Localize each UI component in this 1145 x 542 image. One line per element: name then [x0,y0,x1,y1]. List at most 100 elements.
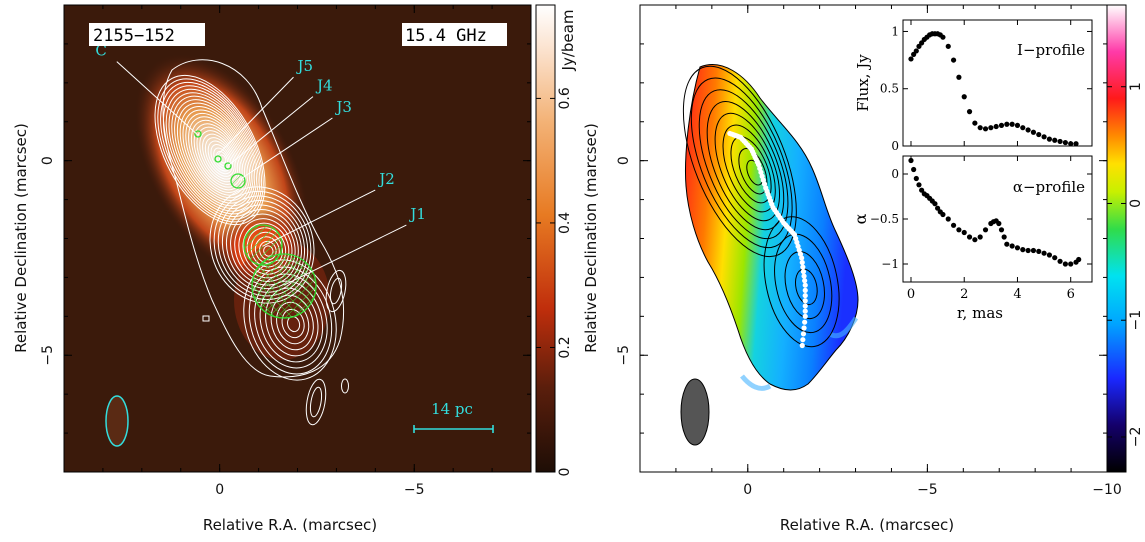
leader-C [116,61,199,136]
contour-line [204,137,235,177]
inset-point [998,122,1005,128]
colorbar-a [535,4,556,473]
panel-a-xlabel: Relative R.A. (marcsec) [203,516,377,534]
inset-point [993,123,999,130]
colorbar-tick-label: −1 [1128,310,1144,331]
inset-point [982,227,989,233]
inset-point [1001,234,1007,240]
inset-point [911,166,917,173]
inset-point [988,125,994,131]
contour-line [218,154,227,164]
colorbar-tick-label: 0.6 [557,87,573,109]
inset-point [945,216,951,222]
inset-point [1030,129,1037,135]
leader-J1 [283,224,407,286]
spectral-index-map [685,64,859,391]
component-c-marker [194,130,202,138]
inset-point [956,227,962,233]
inset-point [950,57,957,63]
component-label-J4: J4 [315,77,333,95]
colorbar-tick-label: −2 [1128,427,1144,448]
inset-point [1046,252,1053,258]
ridge-point [801,273,807,279]
inset-i-profile: I−profile Flux, Jy 0 0.5 1 [854,19,1093,153]
colorbar-tick-label: 1 [1128,82,1144,91]
inset-point [1057,138,1063,145]
inset-point [1041,134,1047,140]
scale-bar [413,425,494,433]
panel-b-xtick-label: −5 [917,482,938,498]
contour-line [210,144,232,172]
inset-point [1052,137,1058,143]
contour-line [162,85,261,218]
contour-line [682,65,797,258]
inset-point [1073,141,1079,147]
ridge-point [802,282,808,288]
component-label-J2: J2 [377,170,395,188]
leader-J2 [262,189,376,247]
inset-point [966,109,973,115]
panel-b-ylabel: Relative Declination (marcsec) [582,123,600,353]
contour-line [179,106,251,201]
inset-xtick-label: 0 [907,287,915,302]
contour-outer [162,59,345,378]
inset-point [1036,131,1042,138]
beam-ellipse-a [105,395,129,447]
inset-point [908,56,914,62]
panel-b-ytick-label: 0 [616,156,632,165]
panel-a-xtick-label: 0 [215,482,224,498]
inset-point [1076,256,1082,263]
contour-line [188,116,246,193]
inset-point [961,229,967,236]
ridge-point [799,342,805,349]
panel-a-xtick-label: −5 [404,482,425,498]
colorbar-tick-label: 0.4 [557,212,573,234]
contour-line [168,92,257,212]
inset-point [956,74,962,80]
component-j5-marker [214,155,222,163]
colorbar-b-ticks: 1 0 −1 −2 [1107,82,1144,447]
colorbar-a-ticks: 0 0.2 0.4 0.6 [536,87,573,476]
inset-xtick-label: 4 [1013,287,1021,302]
panel-b: 0 −5 −100−5 Relative R.A. (marcsec) Relati… [582,4,1144,534]
inset-point [940,211,946,218]
inset-point [1020,125,1026,131]
colorbar-tick-label: 0 [557,468,573,477]
ridge-point [802,313,808,319]
panel-b-xtick-label: 0 [743,482,752,498]
ridge-point [802,319,808,325]
inset-point [1062,261,1068,267]
frequency-label-box [402,23,507,46]
inset-point [1014,122,1021,128]
colorbar-a-label: Jy/beam [559,10,577,72]
inset-ytick-label: −1 [881,257,899,271]
panel-b-xtick-label: −10 [1092,482,1122,498]
inset-point [935,205,941,211]
source-label: 2155−152 [93,26,175,46]
inset-point [1062,139,1068,146]
ridge-point [800,337,806,343]
inset-point [1068,141,1074,147]
inset-point [1025,127,1031,133]
inset-point [982,126,989,132]
inset-point [1020,247,1026,253]
ridge-point [802,278,808,284]
component-label-J1: J1 [408,205,426,223]
inset-point [919,187,925,193]
inset-point [1004,121,1010,127]
inset-alpha-profile: α−profile α r, mas 0 2 4 6 0 −0.5 −1 [851,155,1093,322]
ridge-point [800,268,807,275]
contours-a [154,59,345,381]
inset-point [1014,245,1021,251]
inset-point [996,220,1002,227]
contour-line [174,99,254,207]
contour-line [207,140,234,175]
inset-point [932,201,938,207]
contour-line [202,133,237,180]
colorbar-tick-label: 0 [1128,199,1144,208]
contour-line [190,119,244,191]
contour-line [698,89,789,240]
panel-a-ylabel: Relative Declination (marcsec) [12,123,30,353]
